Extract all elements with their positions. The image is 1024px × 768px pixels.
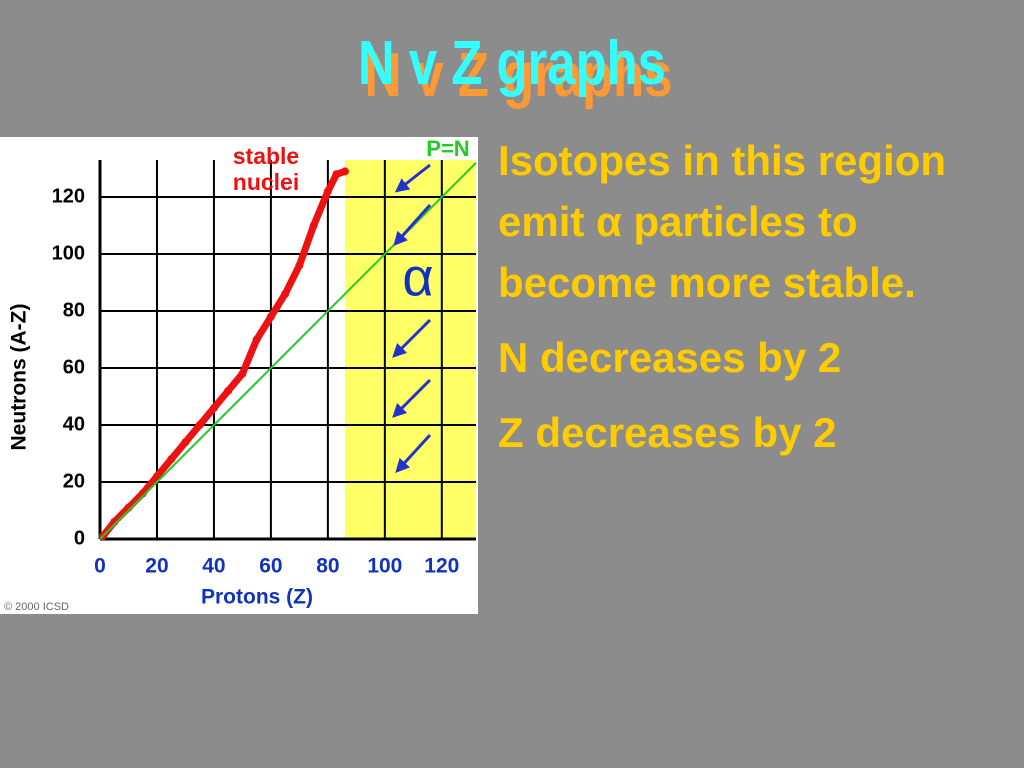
chart: 0 20 40 60 80 100 120 0 20 40 60 80 100 120 Protons (Z… bbox=[4, 136, 477, 613]
bullet: N decreases by 2 bbox=[498, 334, 842, 381]
arrow-head bbox=[394, 178, 411, 193]
nucleus-point bbox=[152, 472, 161, 481]
x-tick-label: 100 bbox=[367, 555, 402, 578]
arrow-head bbox=[392, 342, 408, 358]
y-tick-label: 20 bbox=[63, 470, 85, 492]
alpha-region bbox=[344, 160, 476, 539]
chart-figure: 0 20 40 60 80 100 120 0 20 40 60 80 100 120 Protons (Z… bbox=[0, 136, 478, 614]
nucleus-point bbox=[195, 421, 204, 430]
bullet: Isotopes in this region emit α particles… bbox=[498, 137, 947, 306]
x-axis-label: Protons (Z) bbox=[201, 586, 313, 609]
y-tick-label: 80 bbox=[63, 299, 85, 321]
arrow-head bbox=[393, 230, 408, 246]
y-tick-label: 120 bbox=[52, 185, 85, 207]
nucleus-point bbox=[309, 221, 318, 230]
alpha-symbol: α bbox=[402, 247, 433, 307]
copyright: © 2000 ICSD bbox=[4, 601, 69, 613]
nucleus-point bbox=[252, 335, 261, 344]
bullet-list: Isotopes in this region emit α particles… bbox=[498, 130, 998, 477]
nucleus-point bbox=[281, 289, 290, 298]
nucleus-point bbox=[295, 261, 304, 270]
x-tick-label: 0 bbox=[94, 555, 106, 578]
x-tick-label: 80 bbox=[316, 555, 339, 578]
arrow-head bbox=[395, 457, 410, 473]
x-tick-label: 120 bbox=[424, 555, 459, 578]
x-tick-label: 20 bbox=[145, 555, 168, 578]
x-tick-label: 60 bbox=[259, 555, 282, 578]
nucleus-point bbox=[340, 167, 349, 176]
bullet: Z decreases by 2 bbox=[498, 409, 837, 456]
y-tick-label: 40 bbox=[63, 413, 85, 435]
y-tick-label: 0 bbox=[74, 527, 85, 549]
y-tick-label: 100 bbox=[52, 242, 85, 264]
nucleus-point bbox=[224, 386, 233, 395]
nucleus-point bbox=[238, 369, 247, 378]
nucleus-point bbox=[323, 187, 332, 196]
slide-title: N v Z graphs bbox=[358, 29, 666, 98]
y-axis-label: Neutrons (A-Z) bbox=[8, 304, 31, 451]
series-label: stable nuclei bbox=[232, 143, 300, 195]
series-label: P=N bbox=[426, 137, 469, 161]
nucleus-point bbox=[167, 455, 176, 464]
nucleus-point bbox=[266, 312, 275, 321]
nucleus-point bbox=[209, 403, 218, 412]
nucleus-point bbox=[332, 170, 341, 179]
y-tick-label: 60 bbox=[63, 356, 85, 378]
x-tick-label: 40 bbox=[202, 555, 225, 578]
arrow-head bbox=[392, 402, 408, 418]
nucleus-point bbox=[181, 438, 190, 447]
